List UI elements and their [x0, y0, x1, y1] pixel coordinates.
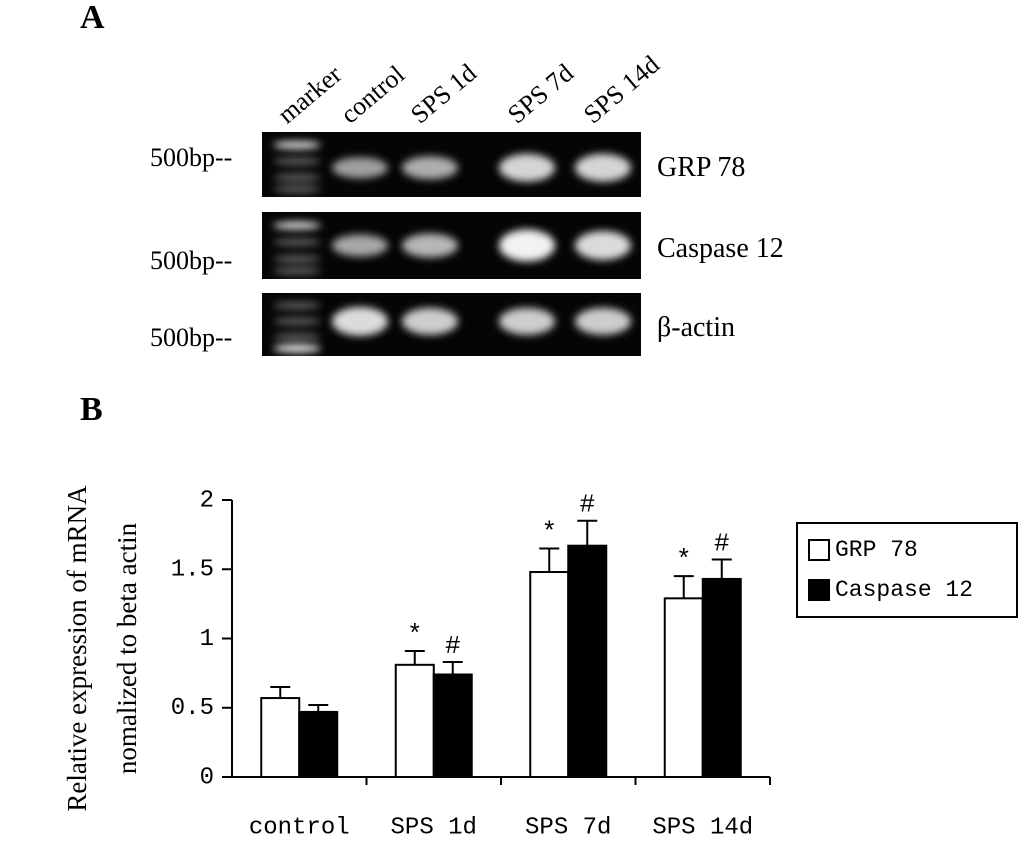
size-label: 500bp-- — [150, 143, 232, 172]
size-label: 500bp-- — [150, 246, 232, 275]
size-label: 500bp-- — [150, 323, 232, 352]
band — [499, 229, 555, 262]
bar — [701, 577, 742, 778]
bar — [432, 673, 473, 779]
band — [402, 307, 458, 335]
significance-marker: # — [445, 631, 461, 661]
band — [499, 307, 555, 335]
x-tick-label: SPS 1d — [391, 814, 477, 841]
significance-marker: # — [714, 528, 730, 558]
legend-label: GRP 78 — [835, 537, 918, 563]
significance-marker: * — [676, 545, 692, 575]
legend-swatch — [808, 579, 830, 601]
marker-band — [273, 301, 321, 310]
y-axis-title: Relative expression of mRNA — [62, 485, 92, 812]
lane-label: SPS 14d — [578, 50, 665, 129]
legend-swatch — [808, 539, 830, 561]
band — [575, 153, 631, 182]
y-tick-label: 1.5 — [171, 557, 214, 584]
lane-label: marker — [272, 59, 347, 129]
legend-box — [796, 522, 1018, 618]
band — [575, 307, 631, 335]
marker-band — [273, 317, 321, 326]
marker-band — [273, 344, 321, 353]
significance-marker: * — [541, 517, 557, 547]
x-tick-label: SPS 7d — [525, 814, 611, 841]
marker-band — [273, 185, 321, 194]
marker-band — [273, 238, 321, 247]
marker-band — [273, 254, 321, 263]
row-label: β-actin — [657, 312, 735, 343]
y-axis-title: nomalized to beta actin — [112, 522, 142, 774]
lane-label: control — [335, 60, 410, 130]
band — [332, 157, 388, 179]
panel-label: B — [80, 391, 103, 428]
marker-band — [273, 266, 321, 275]
band — [332, 234, 388, 257]
bar — [394, 663, 435, 778]
y-tick-label: 2 — [200, 487, 214, 514]
band — [402, 156, 458, 180]
marker-band — [273, 221, 321, 230]
significance-marker: # — [579, 490, 595, 520]
y-tick-label: 0 — [200, 764, 214, 791]
band — [332, 306, 388, 336]
band — [499, 153, 555, 182]
marker-band — [273, 173, 321, 182]
lane-label: SPS 1d — [405, 58, 482, 129]
marker-band — [273, 141, 321, 149]
band — [402, 233, 458, 258]
y-tick-label: 1 — [200, 626, 214, 653]
bar — [567, 544, 608, 779]
band — [575, 231, 631, 260]
bar — [260, 697, 301, 778]
y-tick-label: 0.5 — [171, 695, 214, 722]
significance-marker: * — [407, 620, 423, 650]
lane-label: SPS 7d — [502, 58, 579, 129]
x-tick-label: SPS 14d — [652, 814, 753, 841]
marker-band — [273, 157, 321, 166]
bar — [298, 710, 339, 779]
panel-label: A — [80, 0, 105, 36]
bar — [529, 571, 570, 779]
bar — [663, 597, 704, 779]
legend-label: Caspase 12 — [835, 577, 973, 603]
row-label: Caspase 12 — [657, 233, 784, 264]
row-label: GRP 78 — [657, 152, 745, 183]
x-tick-label: control — [249, 814, 350, 841]
bar-chart: 0 0.5 1 1.5 2 Relative expression of mRNA noma… — [62, 485, 1018, 841]
marker-band — [273, 333, 321, 342]
